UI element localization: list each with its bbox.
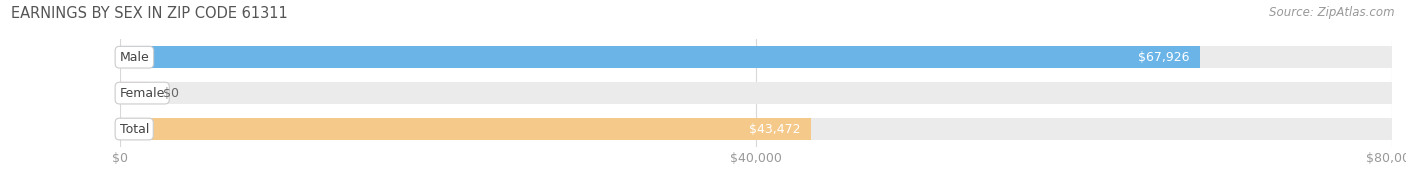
Bar xyxy=(120,82,1392,104)
Bar xyxy=(120,46,1199,68)
Text: Male: Male xyxy=(120,51,149,64)
Text: EARNINGS BY SEX IN ZIP CODE 61311: EARNINGS BY SEX IN ZIP CODE 61311 xyxy=(11,6,288,21)
Text: $67,926: $67,926 xyxy=(1139,51,1189,64)
Bar xyxy=(120,46,1392,68)
Text: Source: ZipAtlas.com: Source: ZipAtlas.com xyxy=(1270,6,1395,19)
Text: Total: Total xyxy=(120,122,149,135)
Text: $0: $0 xyxy=(163,87,180,100)
Text: $43,472: $43,472 xyxy=(749,122,801,135)
Bar xyxy=(120,118,811,140)
Text: Female: Female xyxy=(120,87,165,100)
Bar xyxy=(120,82,148,104)
Bar xyxy=(120,118,1392,140)
